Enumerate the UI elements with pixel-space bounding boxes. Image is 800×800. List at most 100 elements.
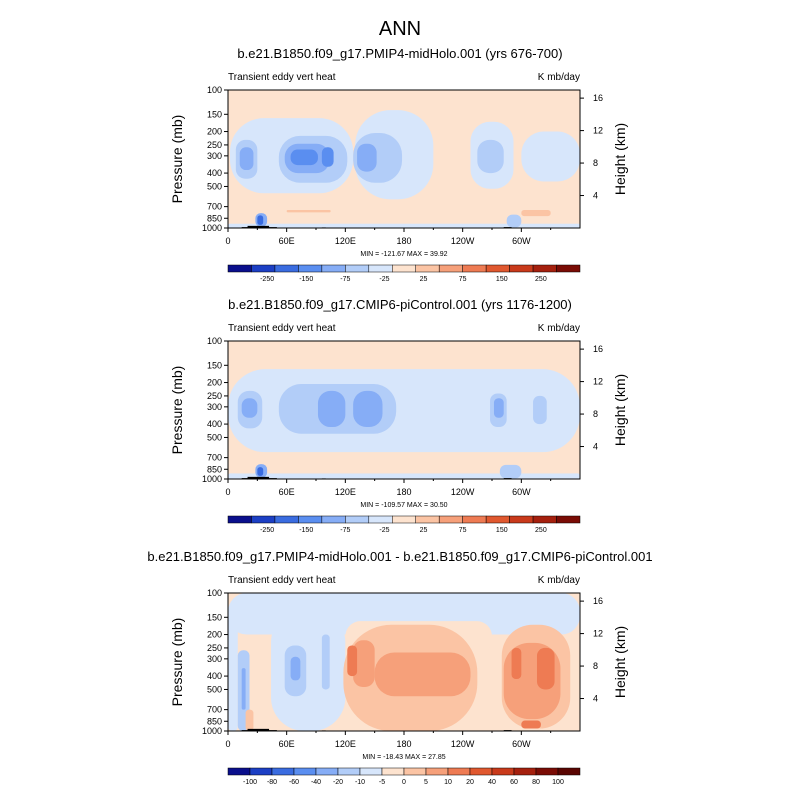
- height-tick-label: 12: [593, 126, 603, 136]
- colorbar-label: -10: [355, 779, 365, 786]
- y-tick-label: 700: [207, 705, 222, 715]
- y-tick-label: 100: [207, 85, 222, 95]
- colorbar-label: 100: [552, 779, 564, 786]
- colorbar-swatch: [513, 767, 537, 776]
- contour-region: [499, 464, 522, 479]
- colorbar-swatch: [315, 767, 339, 776]
- colorbar-label: 80: [532, 779, 540, 786]
- y-tick-label: 100: [207, 336, 222, 346]
- variable-label: Transient eddy vert heat: [228, 323, 336, 334]
- contour-region: [347, 645, 358, 677]
- height-tick-label: 16: [593, 344, 603, 354]
- x-tick-label: 180: [396, 739, 411, 749]
- height-tick-label: 8: [593, 661, 598, 671]
- colorbar-swatch: [359, 767, 383, 776]
- colorbar-label: 150: [496, 276, 508, 283]
- contour-field: [228, 90, 580, 228]
- colorbar-swatch: [227, 767, 251, 776]
- topography: [247, 728, 270, 731]
- colorbar-label: -75: [340, 276, 350, 283]
- height-tick-label: 16: [593, 93, 603, 103]
- colorbar-swatch: [535, 767, 559, 776]
- contour-field: [228, 593, 580, 731]
- y-tick-label: 150: [207, 360, 222, 370]
- contour-region: [521, 131, 580, 182]
- x-tick-label: 60W: [512, 487, 531, 497]
- x-tick-label: 60W: [512, 236, 531, 246]
- x-tick-label: 120W: [451, 487, 475, 497]
- height-tick-label: 4: [593, 694, 598, 704]
- colorbar-swatch: [557, 767, 581, 776]
- y-tick-label: 850: [207, 464, 222, 474]
- colorbar-label: 75: [459, 276, 467, 283]
- colorbar-label: -25: [379, 527, 389, 534]
- x-tick-label: 120E: [335, 487, 356, 497]
- colorbar-label: 250: [535, 527, 547, 534]
- panel-3: b.e21.B1850.f09_g17.PMIP4-midHolo.001 - …: [147, 549, 652, 786]
- contour-region: [271, 608, 346, 731]
- y-tick-label: 700: [207, 202, 222, 212]
- y-axis-label: Pressure (mb): [169, 618, 185, 707]
- min-max-stats: MIN = -18.43 MAX = 27.85: [362, 754, 445, 761]
- colorbar-swatch: [249, 767, 273, 776]
- topography: [247, 476, 270, 479]
- y-tick-label: 200: [207, 127, 222, 137]
- colorbar-swatch: [274, 264, 299, 273]
- colorbar-swatch: [469, 767, 493, 776]
- colorbar-label: -5: [379, 779, 385, 786]
- colorbar-label: -150: [299, 276, 313, 283]
- contour-region: [521, 720, 541, 729]
- y-axis-right-label: Height (km): [612, 123, 628, 195]
- y-tick-label: 200: [207, 630, 222, 640]
- y-tick-label: 400: [207, 671, 222, 681]
- colorbar-swatch: [462, 515, 487, 524]
- colorbar-label: 10: [444, 779, 452, 786]
- y-tick-label: 1000: [202, 726, 222, 736]
- colorbar-label: -25: [379, 276, 389, 283]
- colorbar-swatch: [462, 264, 487, 273]
- colorbar-swatch: [438, 264, 463, 273]
- colorbar-swatch: [368, 515, 393, 524]
- contour-region: [257, 467, 264, 476]
- y-tick-label: 150: [207, 612, 222, 622]
- y-tick-label: 1000: [202, 474, 222, 484]
- contour-region: [239, 147, 254, 171]
- height-tick-label: 8: [593, 158, 598, 168]
- colorbar-swatch: [368, 264, 393, 273]
- colorbar-swatch: [491, 767, 515, 776]
- y-axis-right-label: Height (km): [612, 374, 628, 446]
- variable-label: Transient eddy vert heat: [228, 72, 336, 83]
- height-tick-label: 12: [593, 629, 603, 639]
- y-tick-label: 300: [207, 654, 222, 664]
- contour-region: [228, 452, 580, 474]
- contour-region: [317, 390, 346, 428]
- colorbar-swatch: [532, 515, 557, 524]
- contour-region: [353, 390, 383, 428]
- colorbar-label: -250: [260, 527, 274, 534]
- colorbar-swatch: [532, 264, 557, 273]
- colorbar-swatch: [321, 264, 346, 273]
- contour-region: [357, 143, 377, 172]
- x-tick-label: 60W: [512, 739, 531, 749]
- y-tick-label: 500: [207, 432, 222, 442]
- y-axis-right-label: Height (km): [612, 626, 628, 698]
- y-tick-label: 700: [207, 453, 222, 463]
- colorbar-swatch: [485, 264, 510, 273]
- contour-region: [536, 647, 555, 690]
- colorbar-swatch: [381, 767, 405, 776]
- colorbar-label: -150: [299, 527, 313, 534]
- contour-region: [241, 668, 246, 710]
- height-tick-label: 8: [593, 409, 598, 419]
- panel-title: b.e21.B1850.f09_g17.CMIP6-piControl.001 …: [228, 297, 572, 312]
- x-tick-label: 0: [225, 487, 230, 497]
- units-label: K mb/day: [538, 72, 580, 83]
- y-tick-label: 200: [207, 378, 222, 388]
- colorbar-swatch: [227, 264, 252, 273]
- height-tick-label: 12: [593, 377, 603, 387]
- x-tick-label: 120W: [451, 739, 475, 749]
- colorbar-label: 0: [402, 779, 406, 786]
- y-tick-label: 400: [207, 419, 222, 429]
- x-tick-label: 60E: [279, 487, 295, 497]
- y-tick-label: 400: [207, 168, 222, 178]
